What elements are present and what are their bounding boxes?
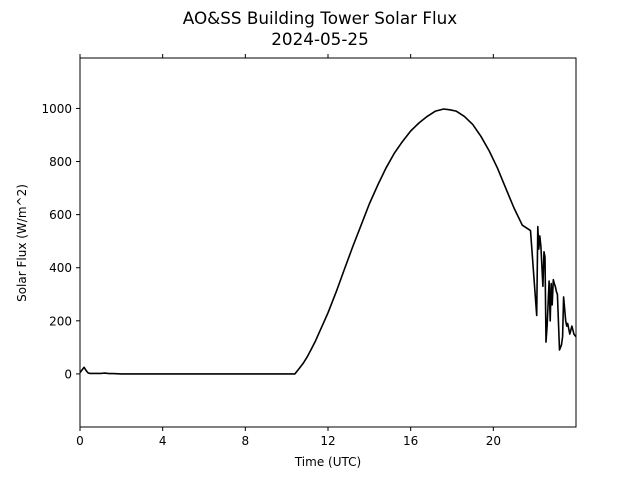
x-axis-ticks: 0 4 8 12 16 20: [76, 54, 501, 448]
x-tick-label: 20: [486, 434, 501, 448]
y-axis-label: Solar Flux (W/m^2): [15, 184, 29, 302]
chart-title: AO&SS Building Tower Solar Flux: [183, 8, 458, 28]
x-tick-label: 4: [159, 434, 167, 448]
y-tick-label: 200: [49, 314, 72, 328]
plot-area: [79, 57, 577, 428]
y-tick-label: 600: [49, 208, 72, 222]
x-tick-label: 0: [76, 434, 84, 448]
y-tick-label: 800: [49, 155, 72, 169]
plot-frame: [79, 57, 577, 428]
y-tick-label: 0: [64, 367, 72, 381]
chart-subtitle: 2024-05-25: [271, 29, 369, 49]
x-tick-label: 12: [320, 434, 335, 448]
y-tick-label: 400: [49, 261, 72, 275]
solar-flux-line: [79, 108, 577, 375]
y-axis-ticks: 0 200 400 600 800 1000: [41, 102, 80, 381]
x-tick-label: 16: [403, 434, 418, 448]
y-tick-label: 1000: [41, 102, 72, 116]
x-tick-label: 8: [242, 434, 250, 448]
x-axis-label: Time (UTC): [294, 455, 361, 469]
